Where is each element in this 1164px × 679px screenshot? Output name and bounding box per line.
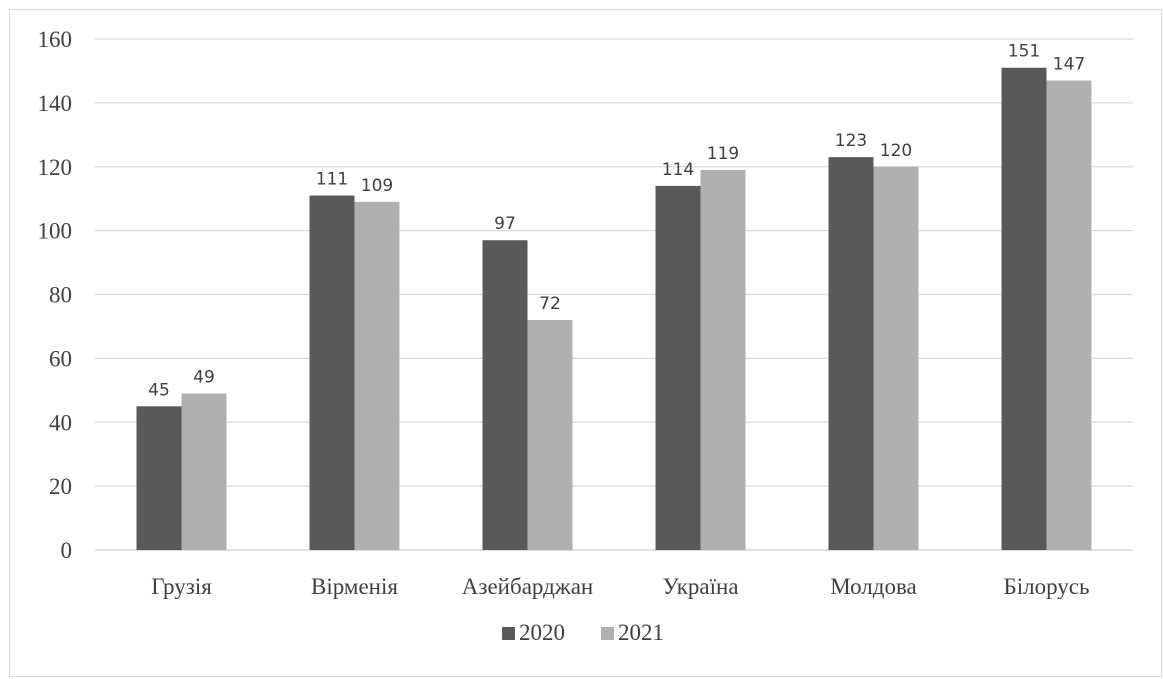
data-label: 45 xyxy=(148,380,170,400)
data-label: 97 xyxy=(494,214,516,234)
legend-label: 2021 xyxy=(618,620,664,645)
y-tick-label: 40 xyxy=(49,410,72,435)
data-label: 114 xyxy=(662,160,694,180)
bar-2020 xyxy=(482,240,528,551)
bar-2020 xyxy=(309,195,355,550)
x-tick-label: Грузія xyxy=(151,574,212,599)
bar-2020 xyxy=(1001,67,1047,551)
legend: 2020 2021 xyxy=(502,620,664,645)
data-labels: 45 49 111 109 97 72 114 119 123 120 151 147 xyxy=(148,42,1085,401)
x-tick-label: Вірменія xyxy=(311,574,398,599)
y-tick-label: 100 xyxy=(38,219,73,244)
y-axis-ticks: 0 20 40 60 80 100 120 140 160 xyxy=(38,27,73,563)
bar-2021 xyxy=(700,169,746,550)
data-label: 120 xyxy=(880,141,912,161)
x-axis-ticks: Грузія Вірменія Азейбарджан Україна Молдова Б… xyxy=(151,574,1089,599)
x-tick-label: Україна xyxy=(662,574,738,599)
bar-2020 xyxy=(136,406,182,550)
y-tick-label: 80 xyxy=(49,283,72,308)
x-tick-label: Азейбарджан xyxy=(462,574,593,599)
legend-label: 2020 xyxy=(519,620,565,645)
y-tick-label: 120 xyxy=(38,155,73,180)
data-label: 111 xyxy=(316,169,348,189)
chart-frame xyxy=(9,9,1162,677)
data-label: 151 xyxy=(1008,42,1040,62)
legend-swatch-2020 xyxy=(502,627,515,640)
data-label: 109 xyxy=(361,176,393,196)
y-tick-label: 60 xyxy=(49,346,72,371)
bar-2021 xyxy=(527,320,573,550)
bar-2020 xyxy=(828,157,874,550)
bar-2021 xyxy=(354,201,400,550)
legend-swatch-2021 xyxy=(601,627,614,640)
x-tick-label: Молдова xyxy=(830,574,917,599)
y-tick-label: 0 xyxy=(61,538,73,563)
y-tick-label: 20 xyxy=(49,474,72,499)
bar-2021 xyxy=(1046,80,1092,551)
bar-2020 xyxy=(655,185,701,550)
data-label: 147 xyxy=(1053,55,1085,75)
data-label: 49 xyxy=(193,368,215,388)
bars xyxy=(136,67,1092,551)
y-tick-label: 160 xyxy=(38,27,73,52)
data-label: 123 xyxy=(835,131,867,151)
gridlines xyxy=(95,38,1133,551)
data-label: 72 xyxy=(539,294,561,314)
bar-2021 xyxy=(181,393,227,550)
y-tick-label: 140 xyxy=(38,91,73,116)
data-label: 119 xyxy=(707,144,739,164)
bar-2021 xyxy=(873,166,919,550)
x-tick-label: Білорусь xyxy=(1004,574,1090,599)
